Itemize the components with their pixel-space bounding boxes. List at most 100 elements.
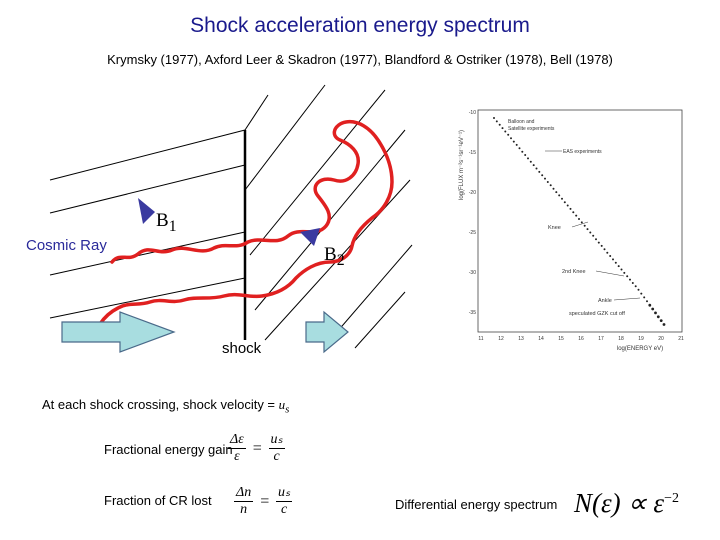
inset-x-tick: 13 <box>518 336 524 342</box>
spectrum-point <box>659 319 663 322</box>
energy-gain-equation: Δε ε = uₛ c <box>228 432 285 465</box>
inset-legend-item: EAS experiments <box>563 149 602 155</box>
field-line <box>49 129 246 181</box>
spectrum-point <box>512 140 515 143</box>
spectrum-point <box>518 147 521 150</box>
field-line <box>329 244 413 341</box>
b2-subscript: 2 <box>336 251 345 269</box>
lost-lhs-numerator: Δn <box>234 485 254 502</box>
spectrum-point <box>631 282 634 284</box>
inset-x-tick: 14 <box>538 336 544 342</box>
inset-x-tick: 20 <box>658 336 664 342</box>
spectrum-point <box>572 211 575 214</box>
field-line <box>49 231 246 276</box>
spectrum-point <box>637 288 640 291</box>
inset-y-tick: -15 <box>469 150 476 156</box>
field-line <box>49 277 246 319</box>
spectrum-point <box>612 258 614 261</box>
gain-lhs-numerator: Δε <box>228 432 246 449</box>
spectrum-point <box>552 187 555 190</box>
inset-x-tick: 15 <box>558 336 564 342</box>
spectrum-point <box>515 143 518 146</box>
spectrum-point <box>535 167 538 170</box>
gain-lhs-fraction: Δε ε <box>228 432 246 465</box>
spectrum-inset-chart: -10 -15 -20 -25 -30 -35 11 12 13 14 15 1… <box>459 109 684 352</box>
cosmic-ray-path <box>98 119 394 326</box>
spectrum-point <box>495 120 498 123</box>
inset-x-tick: 16 <box>578 336 584 342</box>
spectrum-equation: N(ε) ∝ ε−2 <box>574 488 679 519</box>
spectrum-point <box>586 228 589 231</box>
downstream-flow-arrow <box>305 310 349 354</box>
fraction-lost-label: Fraction of CR lost <box>104 493 212 508</box>
inset-x-tick: 19 <box>638 336 644 342</box>
field-line <box>244 94 269 131</box>
lost-equals: = <box>259 492 271 510</box>
spectrum-point <box>510 137 512 140</box>
spectrum-point <box>569 207 572 210</box>
inset-y-tick: -25 <box>469 230 476 236</box>
inset-y-label: log(FLUX m⁻²s⁻¹sr⁻¹eV⁻¹) <box>459 130 465 200</box>
field-lines <box>49 84 413 349</box>
spectrum-point <box>532 164 535 167</box>
spectrum-point <box>558 194 561 197</box>
differential-spectrum-label: Differential energy spectrum <box>395 497 558 512</box>
shock-velocity-subscript: s <box>285 403 290 416</box>
spectrum-point <box>583 224 586 227</box>
field-line <box>244 84 326 191</box>
spectrum-point <box>620 268 623 271</box>
spectrum-point <box>600 244 603 247</box>
spectrum-lhs: N(ε) ∝ ε <box>574 488 665 518</box>
spectrum-point <box>595 238 597 241</box>
inset-y-tick: -35 <box>469 310 476 316</box>
inset-plot-frame <box>477 109 683 333</box>
spectrum-point <box>561 197 563 200</box>
spectrum-points <box>493 117 666 326</box>
inset-x-tick: 11 <box>478 336 483 342</box>
inset-legend-item: Balloon and <box>508 119 535 125</box>
spectrum-point <box>651 307 655 311</box>
spectrum-point <box>524 154 527 156</box>
b1-symbol: B <box>156 210 169 231</box>
spectrum-point <box>643 296 646 299</box>
ankle-annotation: Ankle <box>598 298 612 304</box>
field-line <box>49 164 246 214</box>
spectrum-point <box>603 248 606 251</box>
spectrum-point <box>501 127 504 130</box>
spectrum-point <box>575 214 578 217</box>
inset-x-ticks: 11 12 13 14 15 16 17 18 19 20 21 <box>478 336 684 342</box>
spectrum-point <box>527 157 529 160</box>
spectrum-point <box>498 123 501 126</box>
spectrum-point <box>629 278 631 281</box>
spectrum-point <box>606 251 609 254</box>
spectrum-point <box>507 133 510 136</box>
inset-y-tick: -20 <box>469 190 476 196</box>
lost-rhs-denominator: c <box>281 502 288 517</box>
lost-rhs-fraction: uₛ c <box>276 485 293 518</box>
b2-field-marker <box>300 228 320 246</box>
spectrum-point <box>544 177 546 180</box>
shock-crossing-sentence: At each shock crossing, shock velocity = <box>42 397 279 412</box>
spectrum-point <box>656 315 660 319</box>
spectrum-point <box>549 184 552 187</box>
inset-x-tick: 12 <box>498 336 504 342</box>
gain-equals: = <box>251 439 263 457</box>
spectrum-point <box>592 234 595 237</box>
b2-symbol: B <box>324 244 337 265</box>
spectrum-point <box>504 130 507 133</box>
spectrum-point <box>623 271 626 274</box>
second-knee-pointer <box>595 270 625 277</box>
inset-y-ticks: -10 -15 -20 -25 -30 -35 <box>469 110 476 316</box>
spectrum-point <box>634 285 637 288</box>
inset-x-label: log(ENERGY eV) <box>617 346 663 352</box>
spectrum-point <box>541 174 544 177</box>
gain-lhs-denominator: ε <box>234 449 240 464</box>
inset-annotations: Knee 2nd Knee Ankle speculated GZK cut o… <box>548 221 641 317</box>
inset-x-tick: 21 <box>678 336 684 342</box>
b1-field-marker <box>138 198 155 224</box>
spectrum-point <box>662 323 666 326</box>
spectrum-point <box>493 117 495 119</box>
gain-rhs-numerator: uₛ <box>268 432 285 449</box>
upstream-flow-arrow <box>61 311 176 353</box>
spectrum-point <box>589 231 592 234</box>
